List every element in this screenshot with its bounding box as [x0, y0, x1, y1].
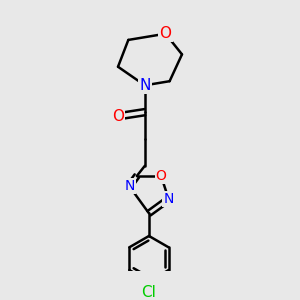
Text: N: N [164, 192, 174, 206]
Text: O: O [160, 26, 172, 41]
Text: Cl: Cl [142, 285, 156, 300]
Text: N: N [124, 179, 134, 193]
Text: O: O [112, 109, 124, 124]
Text: N: N [139, 78, 151, 93]
Text: O: O [156, 169, 167, 183]
